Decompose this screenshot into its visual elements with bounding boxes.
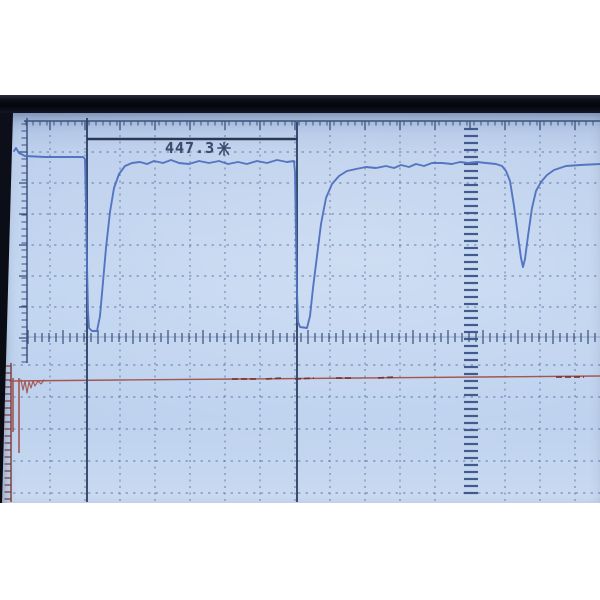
distance-measurement-label: 447.3 bbox=[165, 139, 232, 157]
screen-content: 447.3 bbox=[0, 113, 600, 503]
meter-character-glyph bbox=[217, 141, 232, 156]
device-bezel-top bbox=[0, 95, 600, 113]
trace-plot bbox=[4, 118, 600, 502]
ruler-layer bbox=[4, 118, 600, 502]
main-trace-layer bbox=[13, 147, 600, 332]
red-trace-layer bbox=[9, 375, 600, 453]
grid-layer bbox=[13, 122, 600, 502]
distance-value: 447.3 bbox=[165, 139, 216, 157]
instrument-screen: 447.3 bbox=[0, 113, 600, 503]
